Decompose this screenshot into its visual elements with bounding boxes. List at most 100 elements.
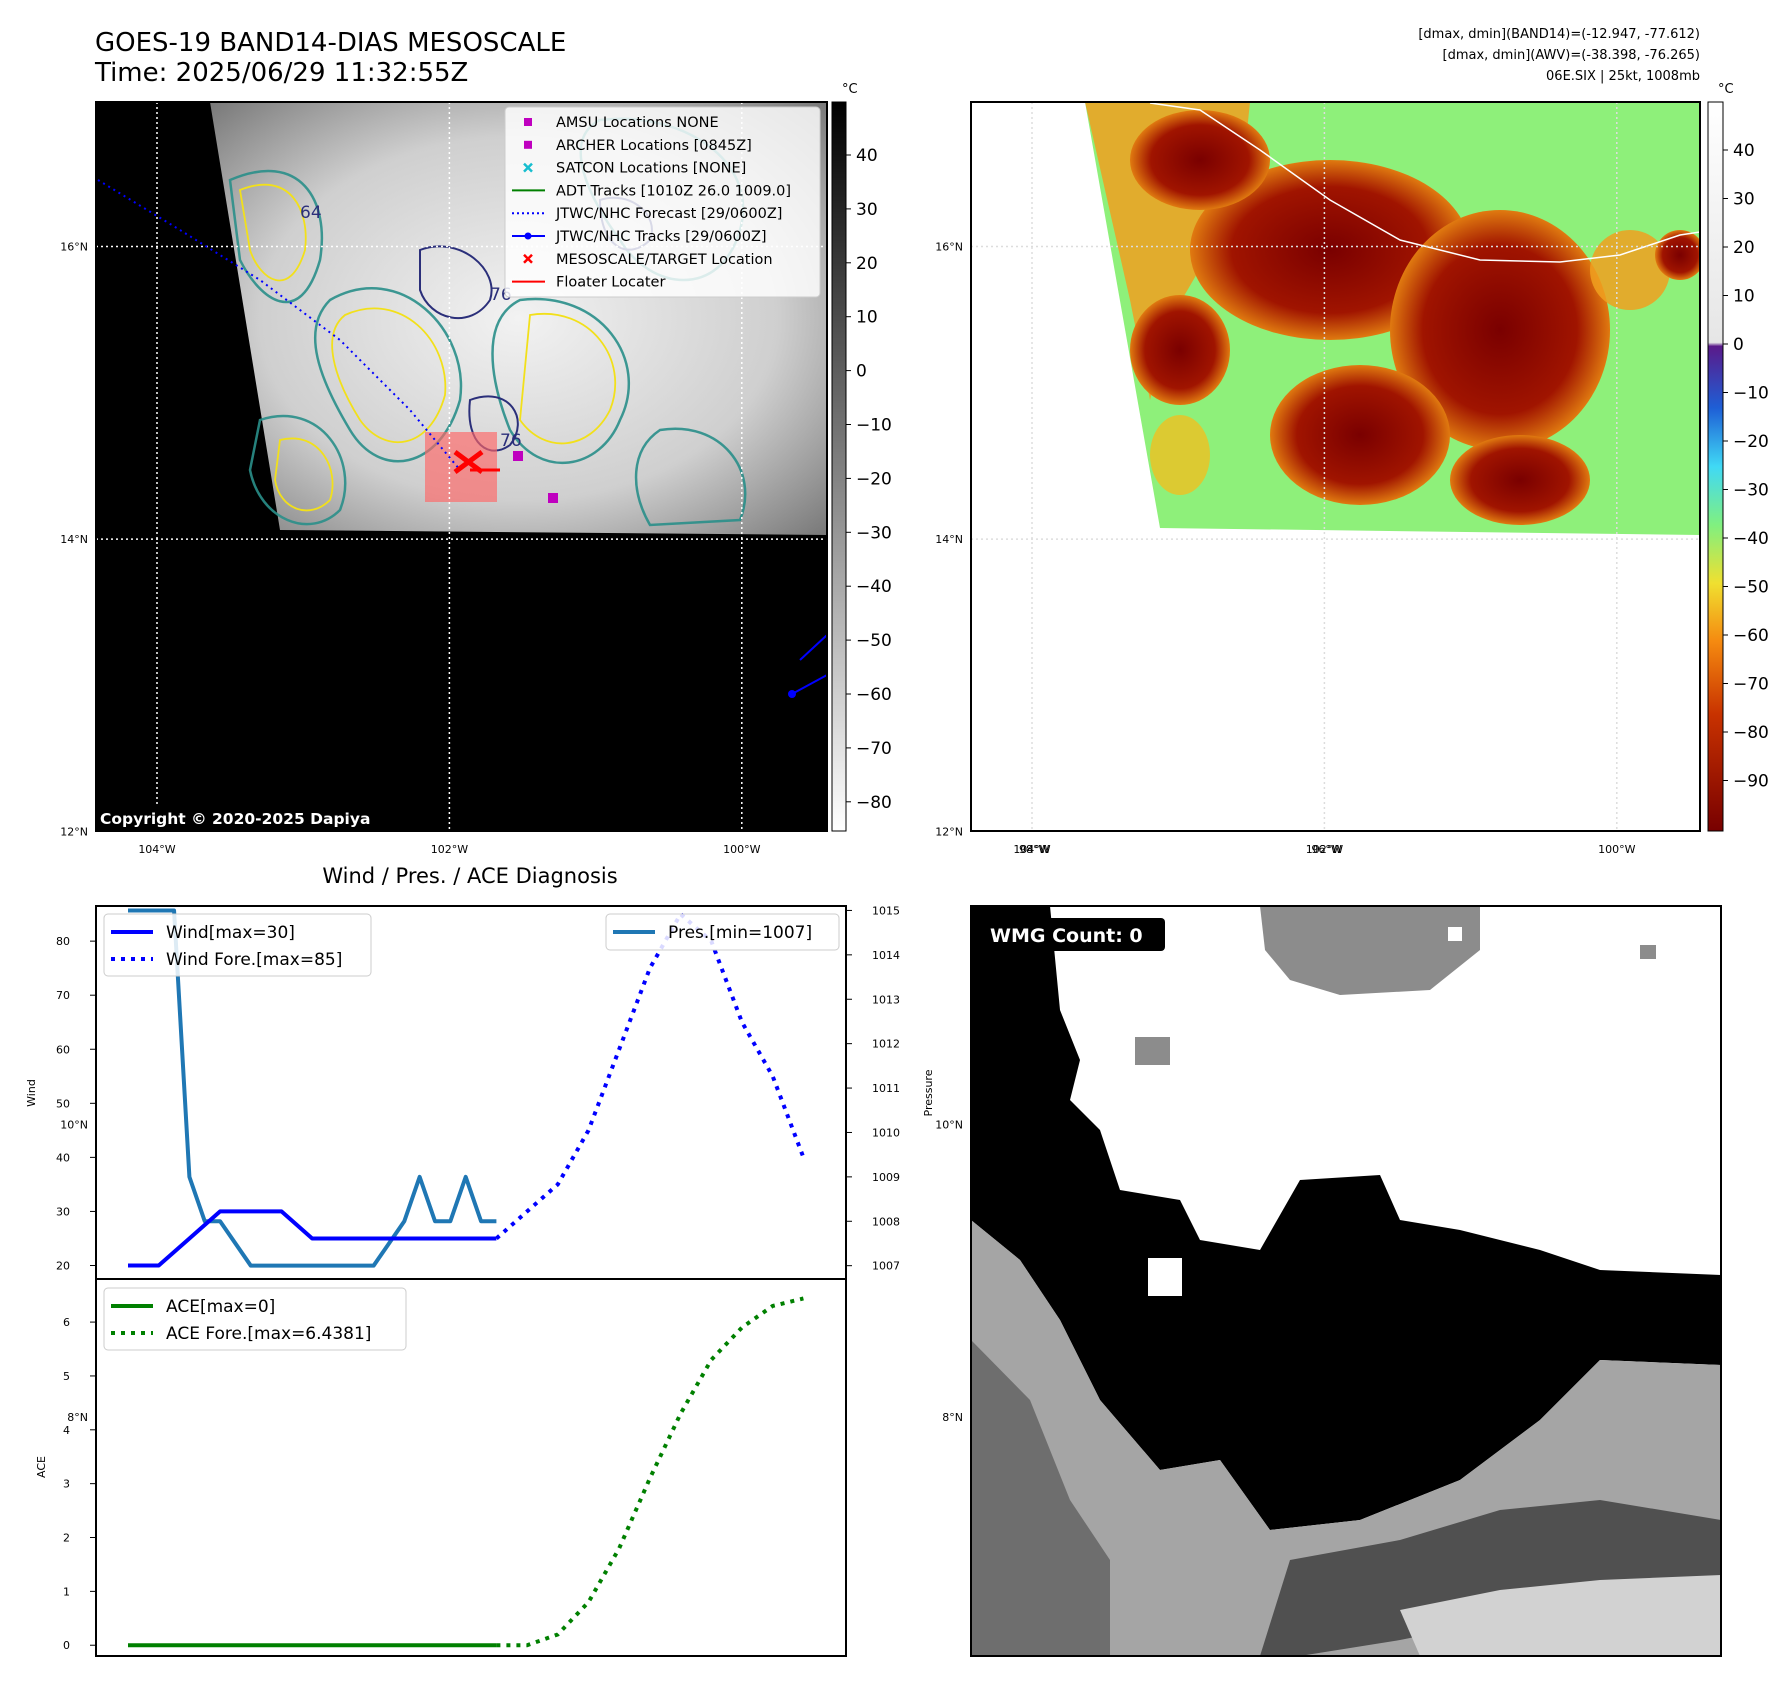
legend-entry: ARCHER Locations [0845Z]	[524, 138, 752, 154]
colorbar-tick-label: −50	[856, 631, 892, 651]
lon-tick-label: 96°W	[1311, 843, 1341, 856]
legend-label: MESOSCALE/TARGET Location	[556, 252, 773, 268]
colorbar-tick-label: −70	[856, 739, 892, 759]
colorbar-tick-label: −10	[1733, 384, 1769, 404]
y-tick-label: 1008	[872, 1215, 900, 1228]
track-point	[788, 690, 796, 698]
y-tick-label: 6	[63, 1316, 70, 1329]
legend-entry: MESOSCALE/TARGET Location	[523, 252, 773, 268]
y-tick-label: 1011	[872, 1082, 900, 1095]
wind-axis-label: Wind	[25, 1079, 38, 1107]
legend-entry: JTWC/NHC Forecast [29/0600Z]	[512, 206, 782, 222]
lon-tick-label: 100°W	[723, 843, 760, 856]
wmg-count-badge	[982, 918, 1165, 951]
legend-x-marker	[523, 162, 533, 173]
colorbar-tick-label: −20	[856, 469, 892, 489]
figure-time: Time: 2025/06/29 11:32:55Z	[94, 58, 468, 88]
lat-tick-labels: 16°N 14°N 12°N 10°N 8°N	[935, 241, 963, 1424]
track-segment-south	[791, 674, 827, 695]
y-tick-label: 3	[63, 1478, 70, 1491]
ace-axis-label: ACE	[35, 1456, 48, 1478]
lon-tick-label: 104°W	[138, 843, 175, 856]
wind-legend-label: Wind[max=30]	[166, 923, 295, 943]
lon-tick-label: 98°W	[1019, 843, 1049, 856]
awv-map-panel: 104°W 102°W 100°W 98°W 96°W 16°N 14°N 12°N 10°N…	[935, 101, 1701, 1424]
colorbar-tick-label: 0	[1733, 335, 1744, 355]
legend-entry: JTWC/NHC Tracks [29/0600Z]	[512, 229, 767, 245]
lon-tick-label: 100°W	[1598, 843, 1635, 856]
copyright-text: Copyright © 2020-2025 Dapiya	[100, 810, 370, 828]
colorbar-tick-label: 10	[1733, 287, 1755, 307]
colorbar-tick-label: 40	[856, 146, 878, 166]
colorbar-tick-label: −30	[856, 523, 892, 543]
ace-fore-legend-label: ACE Fore.[max=6.4381]	[166, 1324, 371, 1344]
band14-stat: [dmax, dmin](BAND14)=(-12.947, -77.612)	[1418, 27, 1700, 42]
ace-forecast-series-line	[496, 1296, 804, 1648]
lat-tick-label: 10°N	[935, 1118, 963, 1131]
y-tick-label: 5	[63, 1370, 70, 1383]
y-tick-label: 20	[56, 1259, 70, 1272]
y-tick-label: 60	[56, 1043, 70, 1056]
y-tick-label: 70	[56, 989, 70, 1002]
wmg-count: WMG Count: 0	[990, 925, 1143, 947]
legend-dot-marker	[524, 232, 532, 240]
figure-title: GOES-19 BAND14-DIAS MESOSCALE	[95, 28, 566, 58]
legend-entry: AMSU Locations NONE	[524, 115, 719, 131]
y-tick-label: 1007	[872, 1260, 900, 1273]
legend-label: ARCHER Locations [0845Z]	[556, 138, 752, 154]
map-legend: AMSU Locations NONE ARCHER Locations [084…	[504, 106, 821, 298]
y-tick-label: 4	[63, 1424, 70, 1437]
lon-tick-label: 102°W	[1306, 843, 1343, 856]
map-gridlines	[971, 102, 1700, 831]
wind-series-line	[128, 1209, 497, 1268]
colorbar-tick-label: −30	[1733, 481, 1769, 501]
ir-colorbar: °C 40 30 20 10 0 −10 −20 −30 −40 −50 −60 −70 −80	[831, 82, 892, 832]
lon-tick-labels: 104°W 102°W 100°W 98°W 96°W	[138, 843, 1342, 856]
pressure-legend-label: Pres.[min=1007]	[668, 923, 812, 943]
y-tick-label: 30	[56, 1205, 70, 1218]
wmg-panel: WMG Count: 0	[970, 905, 1722, 1657]
copyright-bg	[96, 806, 406, 831]
y-tick-label: 50	[56, 1097, 70, 1110]
y-tick-label: 1014	[872, 949, 900, 962]
colorbar-tick-label: −20	[1733, 432, 1769, 452]
legend-entry: Floater Locater	[512, 275, 665, 291]
legend-label: SATCON Locations [NONE]	[556, 161, 746, 177]
legend-x-marker	[523, 253, 533, 264]
contour-label: 64	[300, 203, 322, 223]
colorbar-tick-label: −40	[856, 577, 892, 597]
lon-tick-label: 102°W	[431, 843, 468, 856]
colorbar-tick-label: −80	[1733, 723, 1769, 743]
colorbar-tick-label: −40	[1733, 529, 1769, 549]
ace-legend: ACE[max=0] ACE Fore.[max=6.4381]	[103, 1287, 407, 1351]
ace-legend-label: ACE[max=0]	[166, 1297, 275, 1317]
colorbar-tick-label: −60	[856, 685, 892, 705]
lat-tick-label: 8°N	[67, 1411, 88, 1424]
wmg-black-region	[971, 906, 1721, 1530]
legend-label: ADT Tracks [1010Z 26.0 1009.0]	[556, 183, 791, 199]
lat-tick-labels: 16°N 14°N 12°N 10°N 8°N	[60, 241, 88, 1424]
colorbar-tick-label: 30	[856, 200, 878, 220]
lat-tick-label: 10°N	[60, 1118, 88, 1131]
wind-legend: Wind[max=30] Wind Fore.[max=85]	[103, 913, 372, 977]
legend-label: JTWC/NHC Tracks [29/0600Z]	[555, 229, 767, 245]
awv-stat: [dmax, dmin](AWV)=(-38.398, -76.265)	[1443, 48, 1700, 63]
ir-colorbar-unit: °C	[842, 82, 858, 97]
lat-tick-label: 12°N	[60, 826, 88, 839]
pressure-legend: Pres.[min=1007]	[605, 913, 840, 951]
storm-info: 06E.SIX | 25kt, 1008mb	[1546, 69, 1700, 84]
y-tick-label: 1010	[872, 1126, 900, 1139]
y-tick-label: 1012	[872, 1038, 900, 1051]
track-segment-south-2	[799, 634, 827, 661]
awv-colorbar: °C 40 30 20 10 0 −10 −20 −30 −40 −50 −60 −70 −80 −90	[1707, 82, 1769, 832]
pressure-series-line	[128, 908, 497, 1268]
lat-tick-label: 8°N	[942, 1411, 963, 1424]
awv-colorbar-unit: °C	[1718, 82, 1734, 97]
colorbar-tick-label: −50	[1733, 578, 1769, 598]
colorbar-tick-label: −10	[856, 416, 892, 436]
coastline	[1149, 102, 1700, 263]
y-tick-label: 1015	[872, 904, 900, 917]
contour-yellow	[238, 183, 616, 512]
